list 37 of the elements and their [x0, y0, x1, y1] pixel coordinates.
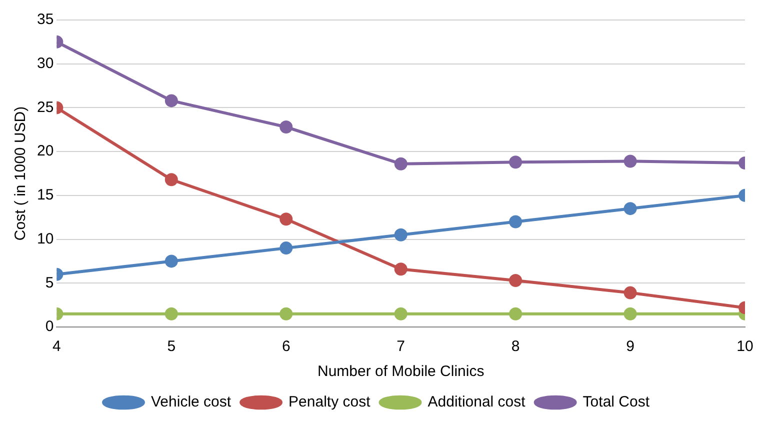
- point: [624, 202, 637, 216]
- x-tick-label: 7: [396, 338, 406, 356]
- y-tick-label: 5: [45, 274, 54, 292]
- x-axis-title: Number of Mobile Clinics: [317, 363, 484, 380]
- point: [280, 242, 293, 255]
- x-tick-label: 5: [167, 338, 176, 356]
- y-tick-label: 0: [45, 318, 54, 336]
- y-tick-label: 30: [36, 55, 54, 72]
- point: [509, 307, 522, 320]
- x-tick-label: 4: [52, 338, 61, 356]
- x-tick-label: 10: [736, 338, 754, 356]
- y-tick-label: 20: [36, 142, 54, 160]
- y-tick-label: 10: [36, 230, 54, 248]
- point: [509, 215, 522, 228]
- x-tick-label: 9: [626, 338, 634, 356]
- point: [280, 307, 293, 320]
- legend-label: Total Cost: [582, 394, 650, 411]
- x-tick-label: 6: [282, 338, 290, 356]
- point: [509, 274, 522, 288]
- y-tick-label: 35: [36, 11, 54, 28]
- legend-label: Penalty cost: [288, 394, 372, 411]
- y-tick-label: 25: [36, 98, 54, 116]
- y-tick-label: 15: [36, 186, 54, 204]
- point: [624, 307, 637, 320]
- y-axis-title: Cost ( in 1000 USD): [12, 106, 30, 241]
- point: [624, 286, 637, 300]
- point: [394, 262, 408, 276]
- point: [280, 212, 293, 226]
- point: [509, 156, 522, 169]
- legend-label: Vehicle cost: [150, 394, 232, 411]
- point: [280, 120, 293, 134]
- legend-label: Additional cost: [428, 394, 526, 411]
- point: [394, 157, 408, 170]
- point: [394, 307, 408, 320]
- x-tick-label: 8: [511, 338, 520, 356]
- point: [624, 154, 637, 168]
- point: [394, 228, 408, 242]
